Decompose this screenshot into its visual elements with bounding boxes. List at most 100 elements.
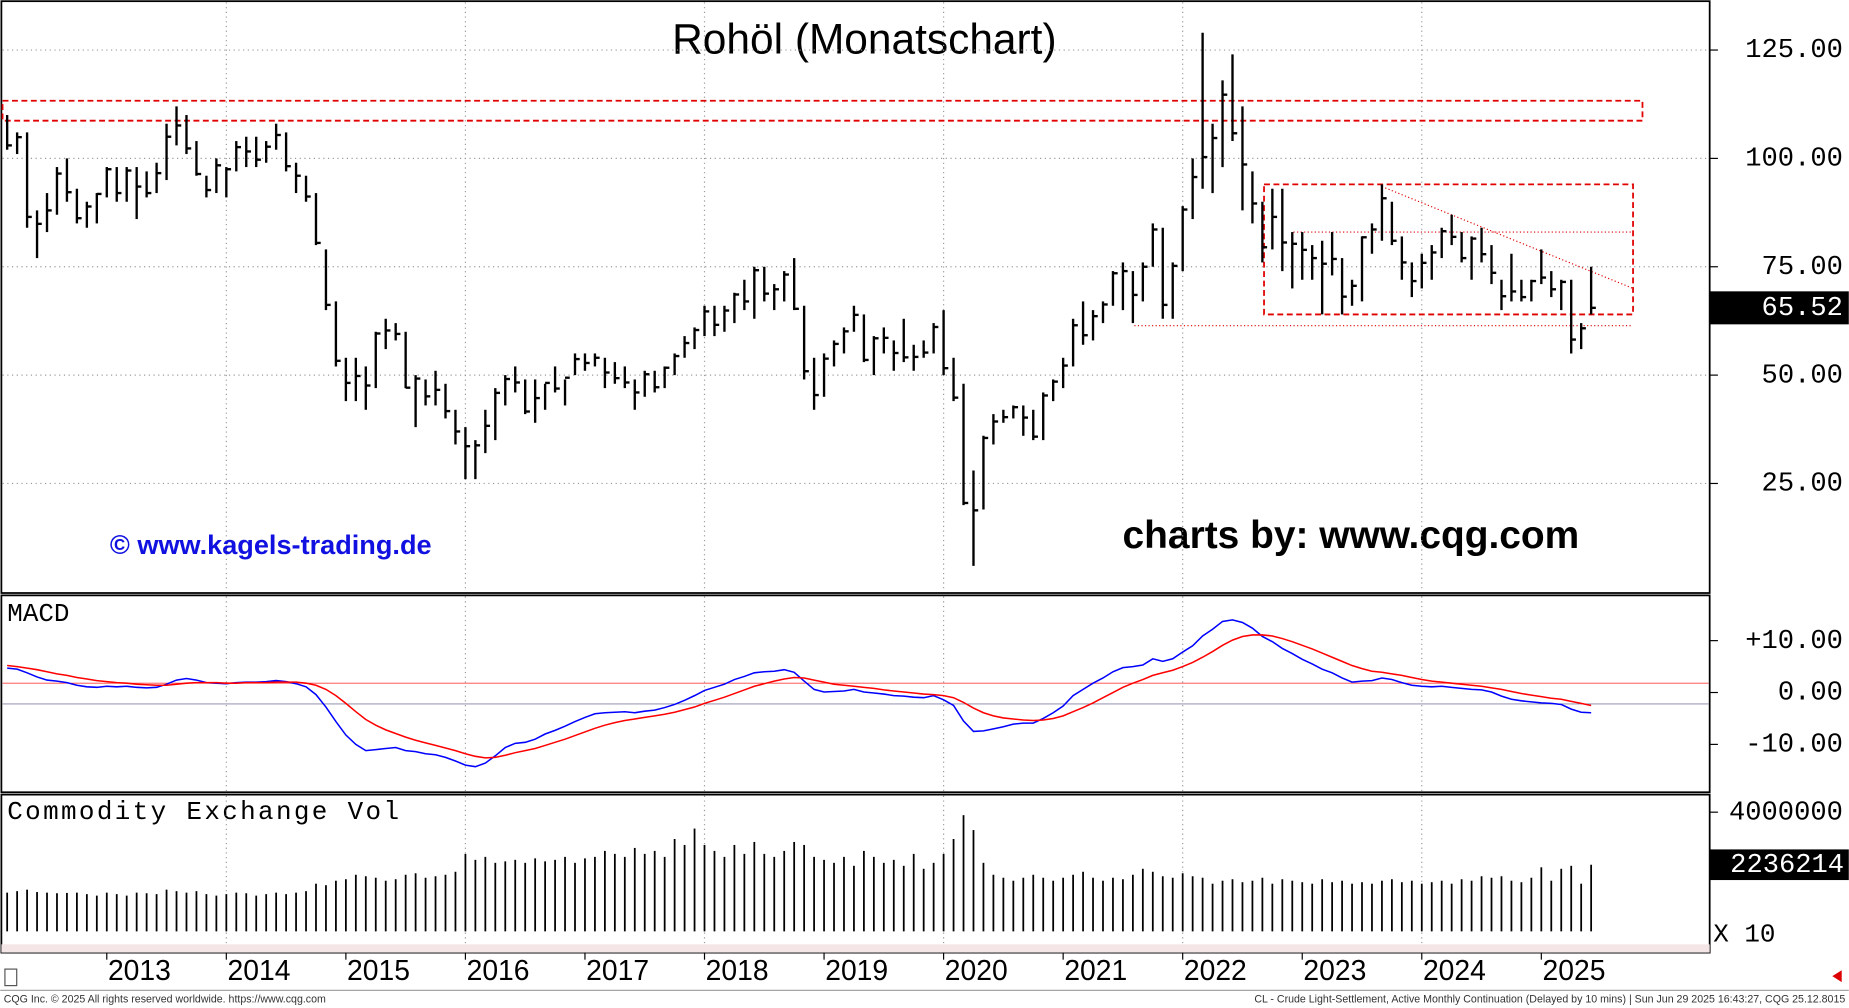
volume-bar	[364, 876, 367, 932]
volume-bar	[1092, 877, 1094, 932]
volume-bar	[384, 880, 387, 932]
volume-bar	[215, 895, 218, 932]
volume-bar	[1032, 874, 1035, 932]
watermark: charts by: www.cqg.com	[1123, 514, 1580, 557]
volume-bar	[275, 892, 278, 932]
volume-bar	[125, 895, 128, 932]
last-value-label: 65.52	[1762, 293, 1843, 324]
y-tick-label: -10.00	[1745, 730, 1843, 761]
volume-bar	[1161, 876, 1164, 932]
volume-bar	[394, 879, 397, 932]
volume-bar	[514, 859, 517, 932]
volume-bar	[325, 885, 327, 932]
volume-bar	[1131, 874, 1134, 932]
volume-bar	[1420, 883, 1423, 932]
volume-bar	[374, 877, 377, 932]
volume-bar	[534, 858, 537, 932]
volume-bar	[354, 874, 357, 932]
volume-bar	[1440, 880, 1443, 932]
volume-bar	[643, 853, 646, 932]
volume-bar	[613, 853, 616, 932]
volume-bar	[1102, 880, 1104, 932]
volume-bar	[1560, 868, 1563, 932]
volume-bar	[6, 892, 9, 932]
volume-bar	[414, 873, 417, 932]
volume-bar	[1410, 880, 1413, 932]
volume-bar	[1371, 883, 1373, 932]
volume-bar	[932, 862, 935, 932]
range-box	[1263, 183, 1634, 316]
volume-bar	[604, 850, 606, 932]
y-tick-label: 0.00	[1778, 678, 1843, 709]
volume-bar	[1281, 879, 1284, 932]
y-tick-label: 25.00	[1762, 469, 1843, 500]
volume-bar	[474, 859, 477, 932]
volume-bar	[763, 853, 766, 932]
volume-bar	[833, 862, 835, 932]
volume-bar	[892, 859, 895, 932]
x-tick-label: 2014	[228, 954, 291, 986]
volume-bar	[504, 861, 507, 932]
volume-bar	[1540, 867, 1543, 932]
x-tick-label: 2017	[586, 954, 649, 986]
volume-bar	[195, 891, 198, 932]
volume-bar	[56, 893, 58, 932]
volume-bar	[783, 850, 786, 932]
volume-bar	[564, 856, 566, 932]
volume-bar	[992, 874, 995, 932]
volume-bar	[444, 874, 447, 932]
volume-bar	[1351, 883, 1353, 932]
volume-bar	[335, 880, 337, 932]
volume-bar	[265, 894, 268, 932]
volume-bar	[205, 894, 208, 932]
volume-bar	[743, 853, 746, 932]
volume-bar	[85, 894, 88, 932]
last-value-label: 2236214	[1730, 850, 1844, 881]
volume-bar	[344, 879, 347, 932]
volume-bar	[713, 850, 716, 932]
volume-bar	[1381, 880, 1383, 932]
volume-bar	[1151, 871, 1154, 932]
volume-bar	[1171, 877, 1174, 932]
last-value-box	[1709, 849, 1849, 881]
x-tick-label: 2020	[945, 954, 1008, 986]
volume-bar	[1141, 868, 1144, 932]
volume-bar	[982, 862, 985, 932]
volume-bar	[1042, 877, 1045, 932]
volume-bar	[952, 838, 955, 932]
volume-bar	[1271, 883, 1274, 932]
corner-box	[4, 968, 18, 987]
volume-strip	[1, 944, 1710, 953]
volume-bar	[594, 856, 596, 932]
x-tick-label: 2015	[347, 954, 410, 986]
volume-bar	[1400, 882, 1403, 932]
volume-bar	[1062, 877, 1065, 932]
volume-bar	[633, 847, 636, 932]
volume-bar	[285, 894, 287, 932]
volume-bar	[1291, 880, 1294, 932]
volume-bar	[165, 889, 168, 932]
volume-bar	[683, 844, 686, 932]
volume-bar	[1122, 879, 1124, 932]
volume-bar	[315, 883, 317, 932]
volume-bar	[1450, 883, 1453, 932]
volume-bar	[1460, 879, 1463, 932]
macd-line	[7, 634, 1592, 759]
x-tick-label: 2024	[1423, 954, 1486, 986]
volume-bar	[863, 850, 865, 932]
volume-bar	[1341, 880, 1343, 932]
volume-bar	[544, 861, 546, 932]
volume-bar	[1201, 877, 1204, 932]
footer-text: CL - Crude Light-Settlement, Active Mont…	[1254, 994, 1845, 1006]
volume-bar	[524, 862, 527, 932]
volume-bar	[753, 841, 756, 932]
volume-bar	[723, 856, 726, 932]
scroll-arrow[interactable]	[1832, 970, 1842, 983]
volume-bar	[1082, 871, 1084, 932]
watermark: © www.kagels-trading.de	[110, 529, 432, 560]
volume-bar	[36, 892, 38, 932]
x-tick-label: 2021	[1064, 954, 1127, 986]
volume-bar	[872, 856, 875, 932]
volume-bar	[1012, 880, 1015, 932]
